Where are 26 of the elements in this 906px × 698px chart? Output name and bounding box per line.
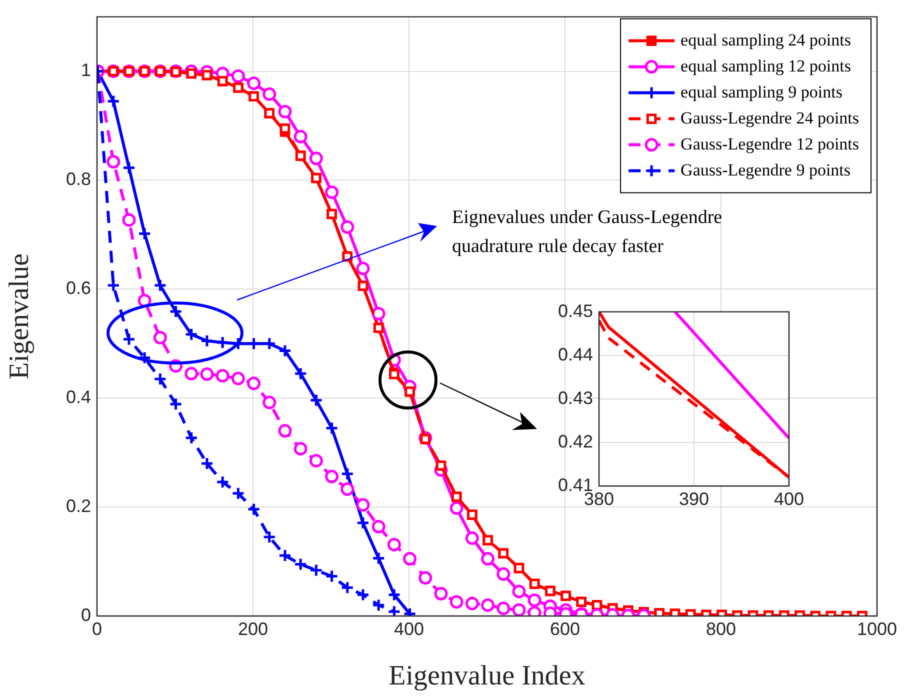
x-tick-label: 800: [706, 618, 736, 639]
y-tick-label: 0.44: [558, 344, 593, 364]
x-tick-label: 400: [394, 618, 424, 639]
y-axis-title: Eigenvalue: [4, 253, 36, 380]
legend-label: Gauss-Legendre 24 points: [680, 108, 860, 128]
x-tick-label: 400: [774, 488, 804, 509]
legend-label: equal sampling 12 points: [680, 56, 852, 76]
y-tick-label: 0.2: [66, 496, 91, 516]
y-tick-label: 0: [80, 604, 91, 625]
x-axis-title: Eigenvalue Index: [388, 660, 586, 692]
y-tick-label: 1: [80, 60, 91, 80]
x-tick-label: 600: [550, 618, 580, 639]
y-tick-label: 0.8: [66, 169, 91, 190]
y-tick-label: 0.6: [66, 278, 91, 298]
x-tick-label: 200: [238, 618, 268, 639]
y-tick-label: 0.42: [558, 431, 593, 452]
legend-label: equal sampling 9 points: [680, 82, 843, 102]
legend-label: equal sampling 24 points: [680, 30, 852, 50]
y-tick-label: 0.43: [558, 388, 593, 408]
y-tick-label: 0.4: [66, 387, 91, 408]
legend-label: Gauss-Legendre 12 points: [680, 134, 860, 154]
x-tick-label: 390: [678, 488, 710, 509]
annotation: Eignevalues under Gauss-Legendre quadrature rule decay faster: [452, 206, 724, 259]
x-tick-label: 1000: [856, 618, 898, 639]
legend-label: Gauss-Legendre 9 points: [680, 160, 851, 180]
y-tick-label: 0.45: [558, 300, 593, 321]
